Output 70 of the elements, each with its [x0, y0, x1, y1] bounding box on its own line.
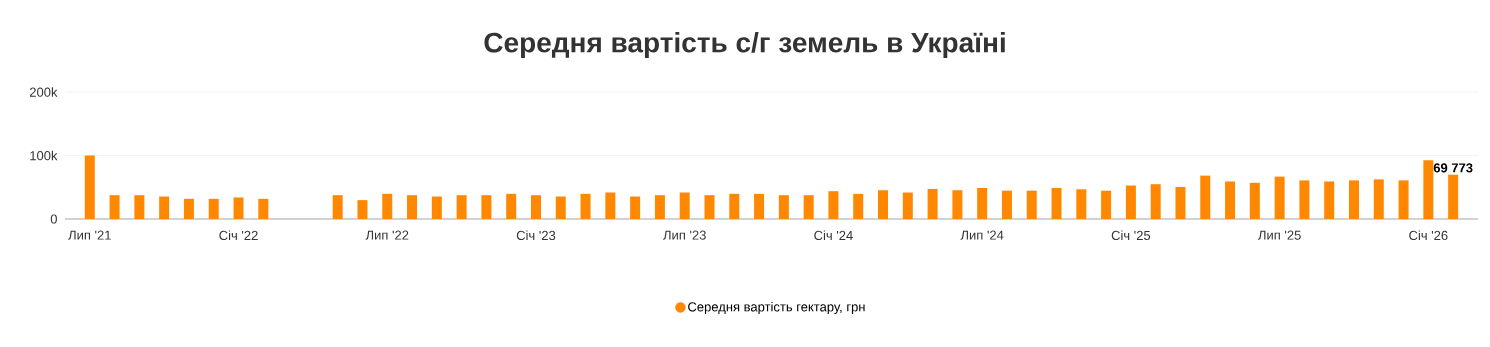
x-tick-label: Січ '22 [219, 230, 258, 241]
y-tick-label: 0 [50, 214, 57, 224]
x-tick-label: Січ '25 [1111, 230, 1151, 241]
bar [654, 195, 665, 219]
bar [159, 196, 170, 219]
bar [1150, 184, 1161, 219]
bar [927, 188, 938, 219]
x-tick-label: Січ '26 [1409, 230, 1448, 241]
bar [1026, 190, 1037, 219]
bar [1200, 175, 1211, 219]
y-tick-label: 100k [30, 150, 58, 161]
bar [1225, 181, 1236, 219]
bar [1101, 190, 1112, 219]
bar [134, 195, 145, 219]
bar [778, 195, 789, 219]
bar [1051, 187, 1062, 219]
bar [1175, 186, 1186, 219]
bar [828, 191, 839, 219]
bar [630, 196, 641, 219]
bar [431, 196, 442, 219]
x-tick-label: Січ '24 [814, 230, 853, 241]
bar [902, 192, 913, 219]
bar [878, 190, 889, 219]
bar [704, 195, 715, 219]
bar [977, 187, 988, 219]
x-tick-label: Лип '23 [663, 230, 706, 240]
bar [183, 198, 194, 219]
bar [233, 197, 244, 219]
bar [803, 195, 814, 219]
bar [679, 192, 690, 219]
bar [1249, 182, 1260, 219]
bar [555, 196, 566, 219]
y-tick-label: 200k [29, 87, 58, 97]
bar [357, 200, 368, 219]
bar [481, 195, 492, 219]
bar [729, 193, 740, 219]
bar [109, 195, 120, 219]
chart-title: Середня вартість с/г земель в Україні [484, 31, 1005, 59]
bar [84, 155, 95, 219]
bar [1373, 179, 1384, 219]
bar [530, 195, 541, 219]
bar [208, 198, 219, 219]
bar [456, 195, 467, 219]
bar [1299, 180, 1310, 219]
bar [407, 195, 418, 219]
x-tick-label: Лип '21 [68, 230, 111, 240]
bar [332, 195, 343, 219]
bar [605, 192, 616, 219]
bar [1348, 180, 1359, 219]
bar [1398, 180, 1409, 219]
bar [1423, 160, 1434, 219]
bar [506, 193, 517, 219]
x-tick-label: Лип '25 [1258, 230, 1301, 240]
bar [1448, 174, 1459, 219]
bar [1001, 190, 1012, 219]
bar [382, 193, 393, 219]
x-tick-label: Січ '23 [516, 230, 556, 241]
bar [1324, 181, 1335, 219]
bar [1076, 189, 1087, 219]
bar [1274, 176, 1285, 219]
x-tick-label: Лип '22 [365, 230, 409, 240]
x-tick-label: Лип '24 [960, 230, 1004, 240]
bar [258, 198, 269, 219]
bar [1125, 185, 1136, 219]
bar [952, 190, 963, 219]
legend-label: Середня вартість гектару, грн [688, 301, 865, 315]
bar [754, 193, 765, 219]
bar [580, 193, 591, 219]
bar [853, 193, 864, 219]
data-label: 69 773 [1433, 163, 1473, 173]
